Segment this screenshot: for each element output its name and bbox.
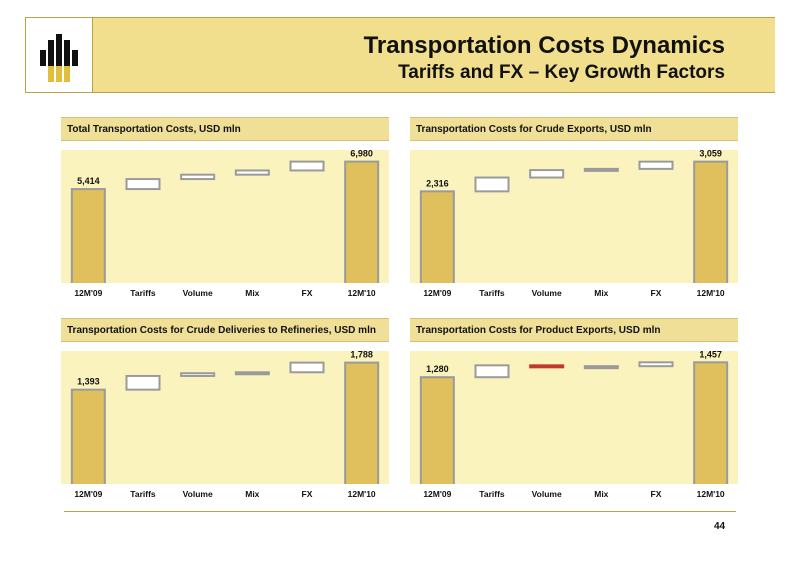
tick-label: Volume: [182, 489, 213, 499]
chart-title: Transportation Costs for Crude Deliverie…: [61, 318, 389, 342]
data-label-start: 1,280: [426, 364, 449, 374]
bar-delta-volume: [180, 173, 216, 181]
data-label-end: 6,980: [350, 150, 373, 159]
oil-drop-logo-icon: [40, 34, 78, 82]
chart-title: Total Transportation Costs, USD mln: [61, 117, 389, 141]
tick-label: Mix: [594, 288, 609, 298]
tick-label: Tariffs: [479, 288, 505, 298]
tick-label: 12M'10: [696, 288, 725, 298]
tick-label: 12M'09: [423, 288, 452, 298]
chart-panel-total: Total Transportation Costs, USD mln 5,41…: [61, 117, 389, 298]
tick-label: 12M'10: [696, 489, 725, 499]
bar-delta-mix: [234, 371, 270, 376]
tick-label: Tariffs: [130, 489, 156, 499]
plot-area: 1,280 1,457: [410, 351, 738, 484]
waterfall-chart-refineries: 1,393 1,788: [70, 351, 380, 484]
data-label-start: 5,414: [77, 176, 100, 186]
chart-panel-product-exports: Transportation Costs for Product Exports…: [410, 318, 738, 499]
bar-delta-fx: [638, 361, 674, 368]
chart-panel-crude-exports: Transportation Costs for Crude Exports, …: [410, 117, 738, 298]
chart-title: Transportation Costs for Product Exports…: [410, 318, 738, 342]
bar-delta-fx: [289, 160, 325, 172]
tick-label: FX: [650, 288, 662, 298]
data-label-start: 1,393: [77, 377, 100, 387]
waterfall-chart-total: 5,414 6,980: [70, 150, 380, 283]
page-title: Transportation Costs Dynamics: [363, 32, 725, 59]
bar-end: [693, 361, 729, 484]
tick-label: 12M'09: [74, 489, 103, 499]
bar-start: [70, 388, 106, 484]
waterfall-chart-product-exports: 1,280 1,457: [419, 351, 729, 484]
tick-label: Mix: [245, 288, 260, 298]
bar-delta-mix: [583, 167, 619, 172]
tick-label: Tariffs: [479, 489, 505, 499]
bar-delta-volume: [180, 372, 216, 377]
plot-area: 2,316 3,059: [410, 150, 738, 283]
tick-label: Mix: [594, 489, 609, 499]
bar-delta-tariffs: [474, 364, 510, 379]
page-subtitle: Tariffs and FX – Key Growth Factors: [398, 62, 725, 83]
bar-delta-tariffs: [125, 374, 161, 391]
tick-label: FX: [301, 489, 313, 499]
bar-delta-mix: [234, 169, 270, 176]
tick-label: Mix: [245, 489, 260, 499]
bar-start: [419, 376, 455, 484]
chart-title: Transportation Costs for Crude Exports, …: [410, 117, 738, 141]
data-label-start: 2,316: [426, 178, 449, 188]
plot-area: 5,414 6,980: [61, 150, 389, 283]
tick-label: 12M'10: [347, 489, 376, 499]
tick-label: Volume: [531, 489, 562, 499]
bar-delta-fx: [289, 361, 325, 374]
tick-label: FX: [650, 489, 662, 499]
page-number: 44: [714, 521, 726, 532]
data-label-end: 1,457: [699, 351, 722, 359]
tick-label: Tariffs: [130, 288, 156, 298]
tick-label: FX: [301, 288, 313, 298]
data-label-end: 3,059: [699, 150, 722, 159]
waterfall-chart-crude-exports: 2,316 3,059: [419, 150, 729, 283]
slide-header: Transportation Costs Dynamics Tariffs an…: [25, 17, 775, 97]
data-label-end: 1,788: [350, 351, 373, 360]
tick-label: Volume: [182, 288, 213, 298]
tick-label: Volume: [531, 288, 562, 298]
bar-delta-fx: [638, 160, 674, 170]
tick-label: 12M'09: [423, 489, 452, 499]
bar-delta-mix: [583, 365, 619, 370]
title-banner: Transportation Costs Dynamics Tariffs an…: [93, 17, 775, 93]
bar-start: [419, 190, 455, 283]
footer-divider: [64, 511, 736, 512]
bar-delta-volume: [529, 364, 565, 369]
bar-delta-tariffs: [474, 176, 510, 193]
bar-delta-volume: [529, 169, 565, 179]
plot-area: 1,393 1,788: [61, 351, 389, 484]
bar-end: [344, 361, 380, 484]
bar-end: [344, 160, 380, 283]
logo: [25, 17, 93, 93]
bar-delta-tariffs: [125, 178, 161, 191]
bar-start: [70, 188, 106, 283]
bar-end: [693, 160, 729, 283]
tick-label: 12M'09: [74, 288, 103, 298]
tick-label: 12M'10: [347, 288, 376, 298]
chart-panel-refineries: Transportation Costs for Crude Deliverie…: [61, 318, 389, 499]
